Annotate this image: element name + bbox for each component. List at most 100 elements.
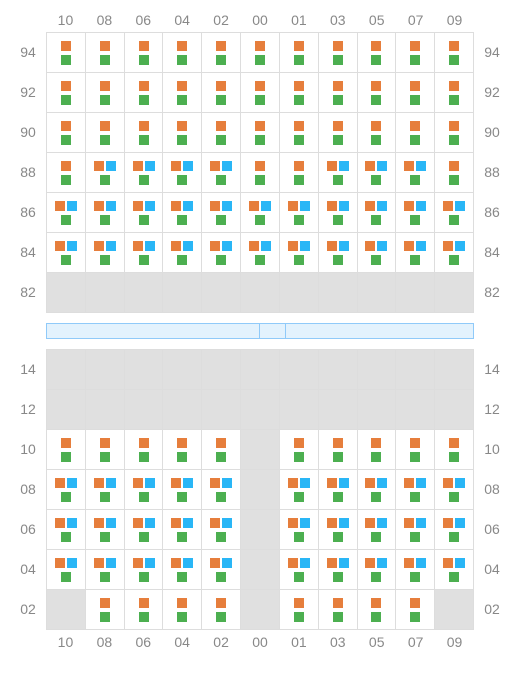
seat-cell[interactable] [86,550,125,590]
seat-cell[interactable] [86,73,125,113]
seat-cell[interactable] [163,113,202,153]
seat-cell[interactable] [163,430,202,470]
seat-cell[interactable] [86,153,125,193]
seat-cell[interactable] [125,430,164,470]
seat-cell[interactable] [319,550,358,590]
seat-cell[interactable] [319,73,358,113]
seat-cell[interactable] [396,113,435,153]
seat-cell[interactable] [358,153,397,193]
seat-cell[interactable] [396,193,435,233]
seat-cell[interactable] [358,590,397,630]
seat-cell[interactable] [435,33,474,73]
seat-cell[interactable] [47,550,86,590]
seat-cell[interactable] [202,550,241,590]
seat-cell[interactable] [435,550,474,590]
seat-cell[interactable] [280,510,319,550]
seat-cell[interactable] [125,33,164,73]
seat-cell[interactable] [280,590,319,630]
seat-cell[interactable] [125,590,164,630]
seat-cell[interactable] [241,113,280,153]
seat-cell[interactable] [202,590,241,630]
seat-cell[interactable] [202,113,241,153]
seat-cell[interactable] [202,33,241,73]
seat-cell[interactable] [47,193,86,233]
seat-cell[interactable] [47,113,86,153]
seat-cell[interactable] [202,430,241,470]
seat-cell[interactable] [125,233,164,273]
seat-cell[interactable] [163,33,202,73]
seat-cell[interactable] [280,33,319,73]
seat-cell[interactable] [396,33,435,73]
seat-cell[interactable] [396,430,435,470]
seat-cell[interactable] [280,470,319,510]
seat-cell[interactable] [358,550,397,590]
seat-cell[interactable] [47,430,86,470]
seat-cell[interactable] [358,33,397,73]
seat-cell[interactable] [86,113,125,153]
seat-cell[interactable] [358,233,397,273]
seat-cell[interactable] [86,510,125,550]
seat-cell[interactable] [319,590,358,630]
seat-cell[interactable] [435,510,474,550]
seat-cell[interactable] [396,590,435,630]
seat-cell[interactable] [125,153,164,193]
seat-cell[interactable] [280,430,319,470]
seat-cell[interactable] [86,193,125,233]
seat-cell[interactable] [47,33,86,73]
seat-cell[interactable] [47,73,86,113]
seat-cell[interactable] [163,153,202,193]
seat-cell[interactable] [241,233,280,273]
seat-cell[interactable] [47,153,86,193]
seat-cell[interactable] [435,233,474,273]
seat-cell[interactable] [280,153,319,193]
seat-cell[interactable] [435,470,474,510]
seat-cell[interactable] [202,73,241,113]
seat-cell[interactable] [86,233,125,273]
seat-cell[interactable] [241,153,280,193]
seat-cell[interactable] [319,113,358,153]
seat-cell[interactable] [202,510,241,550]
seat-cell[interactable] [319,510,358,550]
seat-cell[interactable] [280,73,319,113]
seat-cell[interactable] [396,153,435,193]
seat-cell[interactable] [125,193,164,233]
seat-cell[interactable] [280,233,319,273]
seat-cell[interactable] [396,73,435,113]
seat-cell[interactable] [319,430,358,470]
seat-cell[interactable] [202,233,241,273]
seat-cell[interactable] [241,193,280,233]
seat-cell[interactable] [47,470,86,510]
seat-cell[interactable] [396,550,435,590]
seat-cell[interactable] [358,470,397,510]
seat-cell[interactable] [163,590,202,630]
seat-cell[interactable] [396,510,435,550]
seat-cell[interactable] [202,193,241,233]
seat-cell[interactable] [280,550,319,590]
seat-cell[interactable] [358,73,397,113]
seat-cell[interactable] [163,233,202,273]
seat-cell[interactable] [435,430,474,470]
seat-cell[interactable] [125,510,164,550]
seat-cell[interactable] [280,113,319,153]
seat-cell[interactable] [86,590,125,630]
seat-cell[interactable] [163,550,202,590]
seat-cell[interactable] [125,73,164,113]
seat-cell[interactable] [47,510,86,550]
seat-cell[interactable] [241,33,280,73]
seat-cell[interactable] [319,193,358,233]
seat-cell[interactable] [202,153,241,193]
seat-cell[interactable] [125,113,164,153]
seat-cell[interactable] [163,470,202,510]
seat-cell[interactable] [319,153,358,193]
seat-cell[interactable] [163,193,202,233]
seat-cell[interactable] [435,193,474,233]
seat-cell[interactable] [202,470,241,510]
seat-cell[interactable] [241,73,280,113]
seat-cell[interactable] [358,113,397,153]
seat-cell[interactable] [358,510,397,550]
seat-cell[interactable] [319,233,358,273]
seat-cell[interactable] [47,233,86,273]
seat-cell[interactable] [358,193,397,233]
seat-cell[interactable] [435,113,474,153]
seat-cell[interactable] [86,430,125,470]
